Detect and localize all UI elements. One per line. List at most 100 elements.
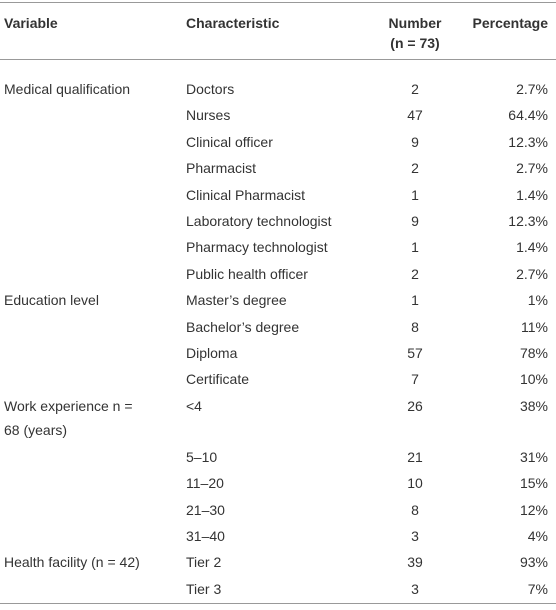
table-row: Medical qualification Doctors 2 2.7% <box>0 60 556 103</box>
characteristic-cell: Bachelor’s degree <box>186 318 300 335</box>
percentage-cell: 15% <box>519 475 548 492</box>
header-row: Variable Characteristic Number (n = 73) P… <box>0 2 556 60</box>
table-row: Tier 3 3 7% <box>0 575 556 605</box>
table-row: 31–40 3 4% <box>0 523 556 549</box>
header-text: Number <box>388 15 442 31</box>
table-row: Public health officer 2 2.7% <box>0 261 556 287</box>
characteristic-cell: 31–40 <box>186 527 225 544</box>
percentage-cell: 7% <box>458 575 556 605</box>
variable-text: Medical qualification <box>4 81 131 97</box>
number-cell: 7 <box>411 371 419 388</box>
characteristic-cell: Laboratory technologist <box>186 213 332 230</box>
variable-cell <box>0 340 182 366</box>
variable-cell <box>0 523 182 549</box>
number-cell: 8 <box>411 318 419 335</box>
percentage-cell: 4% <box>527 527 548 544</box>
percentage-cell: 10% <box>519 371 548 388</box>
characteristic-cell: Clinical Pharmacist <box>186 186 306 203</box>
variable-cell: Medical qualification <box>0 60 182 103</box>
percentage-cell: 11% <box>521 318 548 335</box>
percentage-cell: 31% <box>519 448 548 465</box>
header-text: (n = 73) <box>390 35 440 51</box>
number-cell: 21 <box>407 448 423 465</box>
number-cell: 1 <box>411 292 419 309</box>
percentage-cell: 93% <box>519 554 548 571</box>
characteristic-cell: Clinical officer <box>186 133 273 150</box>
table-row: Laboratory technologist 9 12.3% <box>0 208 556 234</box>
characteristic-cell: Pharmacy technologist <box>186 239 328 256</box>
percentage-cell: 12% <box>519 501 548 518</box>
characteristic-cell: <4 <box>186 397 202 414</box>
variable-text: Work experience n = 68 (years) <box>4 397 133 439</box>
number-cell: 3 <box>411 527 419 544</box>
characteristic-cell: Master’s degree <box>186 292 287 309</box>
variable-text: Health facility (n = 42) <box>4 554 140 571</box>
table-row: 5–10 21 31% <box>0 444 556 470</box>
table-row: Health facility (n = 42) Tier 2 39 93% <box>0 549 556 575</box>
number-cell: 26 <box>407 397 423 414</box>
number-cell: 3 <box>372 575 458 605</box>
header-cell: Variable <box>0 2 182 60</box>
variable-cell <box>0 470 182 496</box>
number-cell: 1 <box>411 239 419 256</box>
characteristic-cell: 11–20 <box>186 475 224 492</box>
variable-cell <box>0 314 182 340</box>
percentage-cell: 78% <box>519 345 548 362</box>
table-row: Bachelor’s degree 8 11% <box>0 314 556 340</box>
header-cell: Characteristic <box>182 2 372 60</box>
characteristic-cell: Pharmacist <box>186 160 257 177</box>
percentage-cell: 2.7% <box>516 81 548 97</box>
characteristic-cell: Public health officer <box>186 265 308 282</box>
characteristic-cell: 21–30 <box>186 501 225 518</box>
percentage-cell: 1.4% <box>516 239 548 256</box>
percentage-cell: 1.4% <box>516 186 548 203</box>
table-row: Certificate 7 10% <box>0 366 556 392</box>
table-row: Clinical officer 9 12.3% <box>0 129 556 155</box>
number-cell: 2 <box>411 265 419 282</box>
variable-cell <box>0 182 182 208</box>
characteristic-cell: Doctors <box>186 81 235 97</box>
table-row: Pharmacist 2 2.7% <box>0 155 556 181</box>
header-cell: Percentage <box>458 2 556 60</box>
number-cell: 57 <box>407 345 423 362</box>
number-cell: 2 <box>411 160 419 177</box>
variable-cell <box>0 575 182 605</box>
number-cell: 47 <box>407 107 423 124</box>
number-cell: 39 <box>407 554 423 571</box>
variable-cell: Work experience n = 68 (years) <box>0 393 182 444</box>
number-cell: 8 <box>411 501 419 518</box>
percentage-cell: 64.4% <box>508 107 548 124</box>
characteristic-cell: 5–10 <box>186 448 218 465</box>
number-cell: 9 <box>411 133 419 150</box>
table-row: Nurses 47 64.4% <box>0 102 556 128</box>
table-row: 11–20 10 15% <box>0 470 556 496</box>
percentage-cell: 12.3% <box>508 133 548 150</box>
number-cell: 1 <box>411 186 419 203</box>
table-row: Clinical Pharmacist 1 1.4% <box>0 182 556 208</box>
variable-cell <box>0 366 182 392</box>
header-cell: Number (n = 73) <box>372 2 458 60</box>
number-cell: 9 <box>411 213 419 230</box>
variable-cell <box>0 155 182 181</box>
variable-cell <box>0 102 182 128</box>
table-header: Variable Characteristic Number (n = 73) P… <box>0 2 556 60</box>
table-row: Diploma 57 78% <box>0 340 556 366</box>
variable-cell <box>0 234 182 260</box>
variable-text: Education level <box>4 292 99 309</box>
characteristic-cell: Diploma <box>186 345 238 362</box>
table-row: Work experience n = 68 (years) <4 26 38% <box>0 393 556 444</box>
variable-cell <box>0 261 182 287</box>
variable-cell <box>0 444 182 470</box>
number-cell: 2 <box>411 81 419 97</box>
variable-cell <box>0 208 182 234</box>
number-cell: 10 <box>407 475 423 492</box>
variable-cell <box>0 129 182 155</box>
variable-cell: Education level <box>0 287 182 313</box>
table-row: Pharmacy technologist 1 1.4% <box>0 234 556 260</box>
characteristic-cell: Nurses <box>186 107 231 124</box>
percentage-cell: 12.3% <box>508 213 548 230</box>
percentage-cell: 38% <box>519 397 548 414</box>
percentage-cell: 1% <box>527 292 548 309</box>
